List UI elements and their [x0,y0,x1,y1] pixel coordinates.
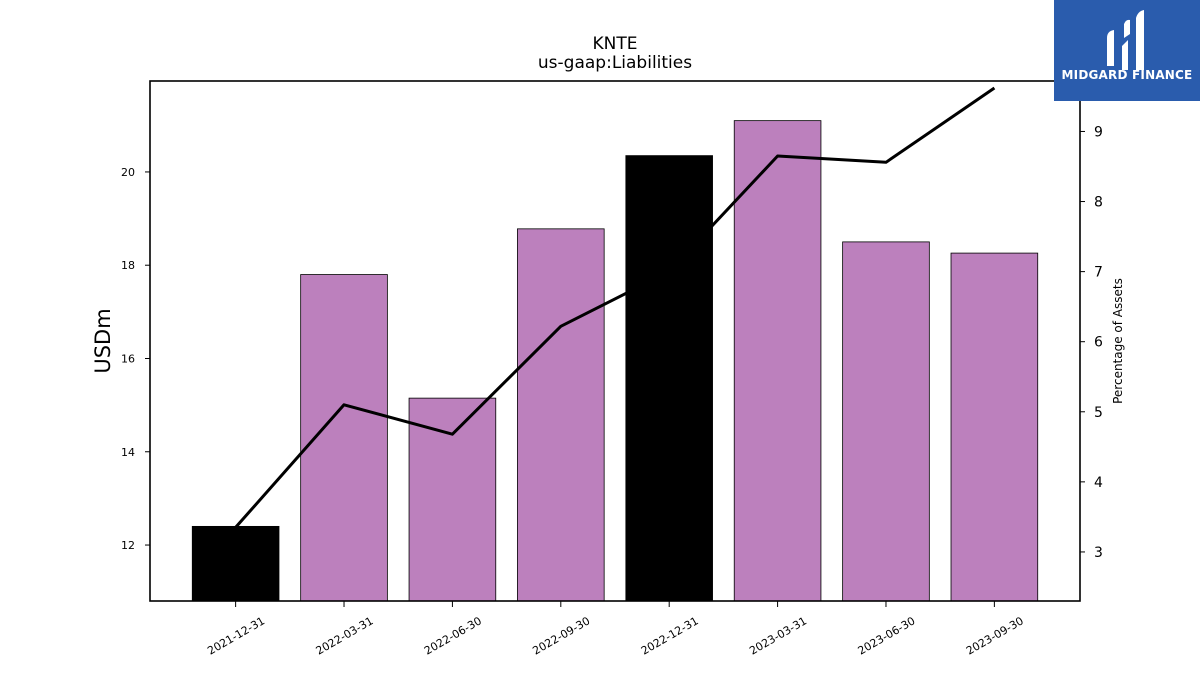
y-tick-label: 14 [121,446,135,459]
x-tick-label: 2023-09-30 [964,614,1026,657]
percentage-of-assets-line [234,86,996,529]
bar-2023-09-30 [950,252,1039,602]
bar-group [191,120,1039,602]
bar-2022-12-31 [625,155,713,602]
x-tick-label: 2023-06-30 [856,614,918,657]
x-axis-ticks: 2021-12-31 2022-03-31 2022-06-30 2022-09-30… [205,601,1026,658]
bar-2021-12-31 [191,525,280,602]
line-group [234,86,996,529]
y-tick-label: 12 [121,539,135,552]
y2-tick-label: 6 [1094,335,1103,351]
x-tick-label: 2023-03-31 [747,614,809,657]
x-tick-label: 2022-12-31 [639,614,701,657]
y-tick-label: 20 [121,166,135,179]
y2-tick-label: 3 [1094,545,1103,561]
chart-subtitle: us-gaap:Liabilities [538,53,692,73]
y2-tick-label: 8 [1094,195,1103,211]
x-tick-label: 2022-09-30 [530,614,592,657]
bar-2022-06-30 [408,397,497,602]
y2-tick-label: 5 [1094,405,1103,421]
midgard-finance-logo: MIDGARD FINANCE [1054,0,1200,101]
y-tick-label: 16 [121,352,135,365]
bar-2023-06-30 [842,241,930,602]
left-axis-ticks: 12 14 16 18 20 [121,166,150,552]
x-tick-label: 2022-03-31 [314,614,376,657]
right-axis-ticks: 3 4 5 6 7 8 9 [1080,124,1103,561]
x-tick-label: 2021-12-31 [205,614,267,657]
x-tick-label: 2022-06-30 [422,614,484,657]
midgard-logo-icon [1107,10,1144,70]
bar-2022-09-30 [517,228,605,602]
plot-frame [149,80,1081,602]
y2-tick-label: 4 [1094,475,1103,491]
y2-axis-label: Percentage of Assets [1111,278,1125,404]
brand-name: MIDGARD FINANCE [1061,68,1193,82]
y2-tick-label: 9 [1094,124,1103,140]
bar-2023-03-31 [733,120,822,602]
y2-tick-label: 7 [1094,265,1103,281]
chart-title: KNTE [593,34,638,54]
y-tick-label: 18 [121,259,135,272]
y-axis-label: USDm [91,308,115,373]
